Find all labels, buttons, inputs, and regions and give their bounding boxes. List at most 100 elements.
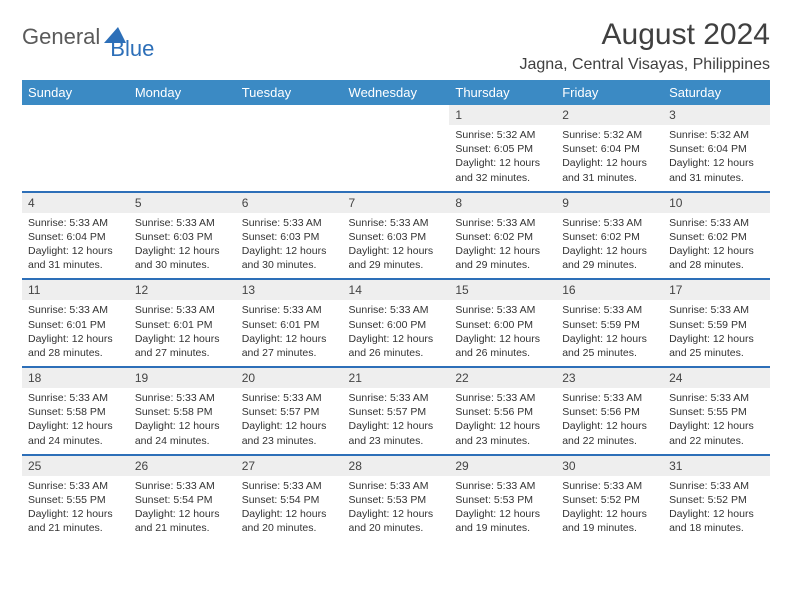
day-number: 1 bbox=[449, 105, 556, 125]
calendar-cell: 3Sunrise: 5:32 AMSunset: 6:04 PMDaylight… bbox=[663, 105, 770, 192]
calendar-cell: 31Sunrise: 5:33 AMSunset: 5:52 PMDayligh… bbox=[663, 455, 770, 542]
calendar-cell: 5Sunrise: 5:33 AMSunset: 6:03 PMDaylight… bbox=[129, 192, 236, 280]
calendar-week-row: 4Sunrise: 5:33 AMSunset: 6:04 PMDaylight… bbox=[22, 192, 770, 280]
calendar-week-row: 18Sunrise: 5:33 AMSunset: 5:58 PMDayligh… bbox=[22, 367, 770, 455]
location-subtitle: Jagna, Central Visayas, Philippines bbox=[519, 56, 770, 74]
day-details: Sunrise: 5:33 AMSunset: 5:59 PMDaylight:… bbox=[556, 300, 663, 366]
day-details: Sunrise: 5:33 AMSunset: 6:01 PMDaylight:… bbox=[236, 300, 343, 366]
day-details: Sunrise: 5:33 AMSunset: 5:59 PMDaylight:… bbox=[663, 300, 770, 366]
day-number: 19 bbox=[129, 368, 236, 388]
calendar-cell bbox=[129, 105, 236, 192]
calendar-cell: 21Sunrise: 5:33 AMSunset: 5:57 PMDayligh… bbox=[343, 367, 450, 455]
calendar-cell: 2Sunrise: 5:32 AMSunset: 6:04 PMDaylight… bbox=[556, 105, 663, 192]
calendar-cell: 17Sunrise: 5:33 AMSunset: 5:59 PMDayligh… bbox=[663, 279, 770, 367]
day-number: 23 bbox=[556, 368, 663, 388]
day-details: Sunrise: 5:33 AMSunset: 6:02 PMDaylight:… bbox=[556, 213, 663, 279]
calendar-cell: 1Sunrise: 5:32 AMSunset: 6:05 PMDaylight… bbox=[449, 105, 556, 192]
day-details: Sunrise: 5:33 AMSunset: 6:04 PMDaylight:… bbox=[22, 213, 129, 279]
day-details: Sunrise: 5:33 AMSunset: 6:03 PMDaylight:… bbox=[343, 213, 450, 279]
calendar-cell: 27Sunrise: 5:33 AMSunset: 5:54 PMDayligh… bbox=[236, 455, 343, 542]
day-details: Sunrise: 5:32 AMSunset: 6:04 PMDaylight:… bbox=[663, 125, 770, 191]
day-number: 16 bbox=[556, 280, 663, 300]
day-details: Sunrise: 5:33 AMSunset: 6:01 PMDaylight:… bbox=[22, 300, 129, 366]
day-header: Wednesday bbox=[343, 80, 450, 105]
day-details: Sunrise: 5:33 AMSunset: 5:58 PMDaylight:… bbox=[22, 388, 129, 454]
day-number: 6 bbox=[236, 193, 343, 213]
calendar-cell: 11Sunrise: 5:33 AMSunset: 6:01 PMDayligh… bbox=[22, 279, 129, 367]
calendar-table: SundayMondayTuesdayWednesdayThursdayFrid… bbox=[22, 80, 770, 541]
day-number: 3 bbox=[663, 105, 770, 125]
day-details: Sunrise: 5:33 AMSunset: 6:00 PMDaylight:… bbox=[449, 300, 556, 366]
day-number: 31 bbox=[663, 456, 770, 476]
calendar-cell: 22Sunrise: 5:33 AMSunset: 5:56 PMDayligh… bbox=[449, 367, 556, 455]
calendar-cell: 14Sunrise: 5:33 AMSunset: 6:00 PMDayligh… bbox=[343, 279, 450, 367]
day-details: Sunrise: 5:32 AMSunset: 6:05 PMDaylight:… bbox=[449, 125, 556, 191]
day-header: Friday bbox=[556, 80, 663, 105]
day-number: 30 bbox=[556, 456, 663, 476]
title-block: August 2024 Jagna, Central Visayas, Phil… bbox=[519, 18, 770, 74]
day-number: 21 bbox=[343, 368, 450, 388]
day-details: Sunrise: 5:33 AMSunset: 6:01 PMDaylight:… bbox=[129, 300, 236, 366]
day-header: Sunday bbox=[22, 80, 129, 105]
calendar-cell: 26Sunrise: 5:33 AMSunset: 5:54 PMDayligh… bbox=[129, 455, 236, 542]
day-details: Sunrise: 5:33 AMSunset: 5:52 PMDaylight:… bbox=[663, 476, 770, 542]
day-number: 15 bbox=[449, 280, 556, 300]
day-details: Sunrise: 5:33 AMSunset: 5:55 PMDaylight:… bbox=[22, 476, 129, 542]
calendar-cell: 28Sunrise: 5:33 AMSunset: 5:53 PMDayligh… bbox=[343, 455, 450, 542]
day-number: 17 bbox=[663, 280, 770, 300]
day-details: Sunrise: 5:33 AMSunset: 5:52 PMDaylight:… bbox=[556, 476, 663, 542]
header: General Blue August 2024 Jagna, Central … bbox=[22, 18, 770, 74]
day-details: Sunrise: 5:33 AMSunset: 5:56 PMDaylight:… bbox=[449, 388, 556, 454]
calendar-cell: 9Sunrise: 5:33 AMSunset: 6:02 PMDaylight… bbox=[556, 192, 663, 280]
calendar-cell: 16Sunrise: 5:33 AMSunset: 5:59 PMDayligh… bbox=[556, 279, 663, 367]
day-number: 29 bbox=[449, 456, 556, 476]
day-details: Sunrise: 5:33 AMSunset: 6:03 PMDaylight:… bbox=[236, 213, 343, 279]
day-number: 9 bbox=[556, 193, 663, 213]
day-details: Sunrise: 5:33 AMSunset: 6:00 PMDaylight:… bbox=[343, 300, 450, 366]
calendar-cell: 18Sunrise: 5:33 AMSunset: 5:58 PMDayligh… bbox=[22, 367, 129, 455]
day-header-row: SundayMondayTuesdayWednesdayThursdayFrid… bbox=[22, 80, 770, 105]
day-details: Sunrise: 5:33 AMSunset: 5:53 PMDaylight:… bbox=[449, 476, 556, 542]
calendar-cell: 25Sunrise: 5:33 AMSunset: 5:55 PMDayligh… bbox=[22, 455, 129, 542]
logo: General Blue bbox=[22, 24, 154, 50]
calendar-cell: 12Sunrise: 5:33 AMSunset: 6:01 PMDayligh… bbox=[129, 279, 236, 367]
day-details: Sunrise: 5:33 AMSunset: 5:57 PMDaylight:… bbox=[236, 388, 343, 454]
calendar-cell: 4Sunrise: 5:33 AMSunset: 6:04 PMDaylight… bbox=[22, 192, 129, 280]
day-number: 11 bbox=[22, 280, 129, 300]
calendar-cell: 30Sunrise: 5:33 AMSunset: 5:52 PMDayligh… bbox=[556, 455, 663, 542]
day-number: 22 bbox=[449, 368, 556, 388]
day-number: 27 bbox=[236, 456, 343, 476]
day-number: 8 bbox=[449, 193, 556, 213]
calendar-body: 1Sunrise: 5:32 AMSunset: 6:05 PMDaylight… bbox=[22, 105, 770, 541]
day-header: Thursday bbox=[449, 80, 556, 105]
day-details: Sunrise: 5:33 AMSunset: 6:02 PMDaylight:… bbox=[449, 213, 556, 279]
page-title: August 2024 bbox=[519, 18, 770, 52]
day-details: Sunrise: 5:33 AMSunset: 5:53 PMDaylight:… bbox=[343, 476, 450, 542]
calendar-cell: 24Sunrise: 5:33 AMSunset: 5:55 PMDayligh… bbox=[663, 367, 770, 455]
day-number: 7 bbox=[343, 193, 450, 213]
day-details: Sunrise: 5:32 AMSunset: 6:04 PMDaylight:… bbox=[556, 125, 663, 191]
calendar-cell: 23Sunrise: 5:33 AMSunset: 5:56 PMDayligh… bbox=[556, 367, 663, 455]
calendar-cell: 15Sunrise: 5:33 AMSunset: 6:00 PMDayligh… bbox=[449, 279, 556, 367]
calendar-cell: 7Sunrise: 5:33 AMSunset: 6:03 PMDaylight… bbox=[343, 192, 450, 280]
logo-text-general: General bbox=[22, 24, 100, 50]
logo-text-blue: Blue bbox=[110, 36, 154, 62]
calendar-cell: 6Sunrise: 5:33 AMSunset: 6:03 PMDaylight… bbox=[236, 192, 343, 280]
day-details: Sunrise: 5:33 AMSunset: 5:55 PMDaylight:… bbox=[663, 388, 770, 454]
day-number: 14 bbox=[343, 280, 450, 300]
day-details: Sunrise: 5:33 AMSunset: 5:56 PMDaylight:… bbox=[556, 388, 663, 454]
day-details: Sunrise: 5:33 AMSunset: 5:54 PMDaylight:… bbox=[129, 476, 236, 542]
calendar-week-row: 11Sunrise: 5:33 AMSunset: 6:01 PMDayligh… bbox=[22, 279, 770, 367]
day-number: 4 bbox=[22, 193, 129, 213]
day-number: 25 bbox=[22, 456, 129, 476]
calendar-cell: 8Sunrise: 5:33 AMSunset: 6:02 PMDaylight… bbox=[449, 192, 556, 280]
calendar-cell bbox=[236, 105, 343, 192]
calendar-week-row: 25Sunrise: 5:33 AMSunset: 5:55 PMDayligh… bbox=[22, 455, 770, 542]
day-header: Saturday bbox=[663, 80, 770, 105]
calendar-cell: 29Sunrise: 5:33 AMSunset: 5:53 PMDayligh… bbox=[449, 455, 556, 542]
day-number: 2 bbox=[556, 105, 663, 125]
calendar-week-row: 1Sunrise: 5:32 AMSunset: 6:05 PMDaylight… bbox=[22, 105, 770, 192]
calendar-cell bbox=[343, 105, 450, 192]
calendar-cell: 19Sunrise: 5:33 AMSunset: 5:58 PMDayligh… bbox=[129, 367, 236, 455]
day-number: 28 bbox=[343, 456, 450, 476]
